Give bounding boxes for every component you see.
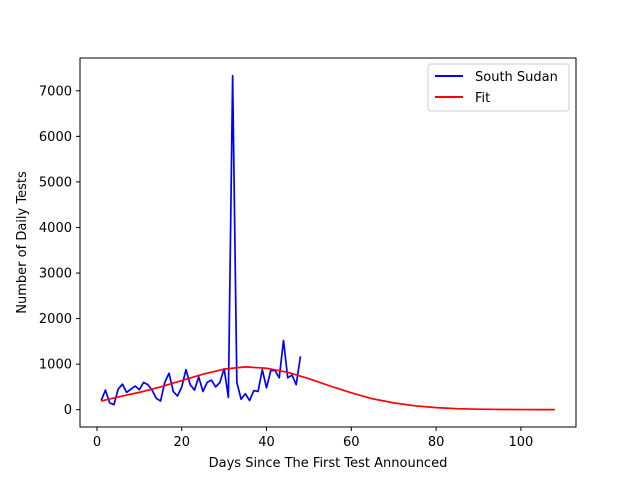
y-axis-ticks: 0 1000 2000 3000 4000 5000 6000 7000 <box>39 84 80 418</box>
plot-area <box>80 58 576 427</box>
series-line-south-sudan <box>100 74 302 406</box>
x-tick-label: 40 <box>258 435 275 450</box>
x-tick-label: 80 <box>428 435 445 450</box>
y-tick-label: 4000 <box>39 221 72 236</box>
legend-label-south-sudan: South Sudan <box>475 70 558 85</box>
series-line-fit <box>101 366 555 411</box>
y-axis-title: Number of Daily Tests <box>15 171 30 314</box>
y-tick-label: 5000 <box>39 175 72 190</box>
legend-label-fit: Fit <box>475 91 490 106</box>
legend-box <box>427 63 570 112</box>
x-tick-label: 0 <box>93 435 101 450</box>
series-layer <box>100 74 555 411</box>
y-tick-label: 6000 <box>39 130 72 145</box>
y-tick-label: 3000 <box>39 267 72 282</box>
y-tick-label: 7000 <box>39 84 72 99</box>
x-axis-title: Days Since The First Test Announced <box>209 456 448 471</box>
y-tick-label: 0 <box>64 403 72 418</box>
x-axis-ticks: 0 20 40 60 80 100 <box>93 427 533 450</box>
y-tick-label: 1000 <box>39 358 72 373</box>
x-tick-label: 60 <box>343 435 360 450</box>
x-tick-label: 100 <box>508 435 533 450</box>
legend: South Sudan Fit <box>427 63 570 112</box>
x-tick-label: 20 <box>173 435 190 450</box>
y-tick-label: 2000 <box>39 312 72 327</box>
plot-frame <box>79 57 577 428</box>
